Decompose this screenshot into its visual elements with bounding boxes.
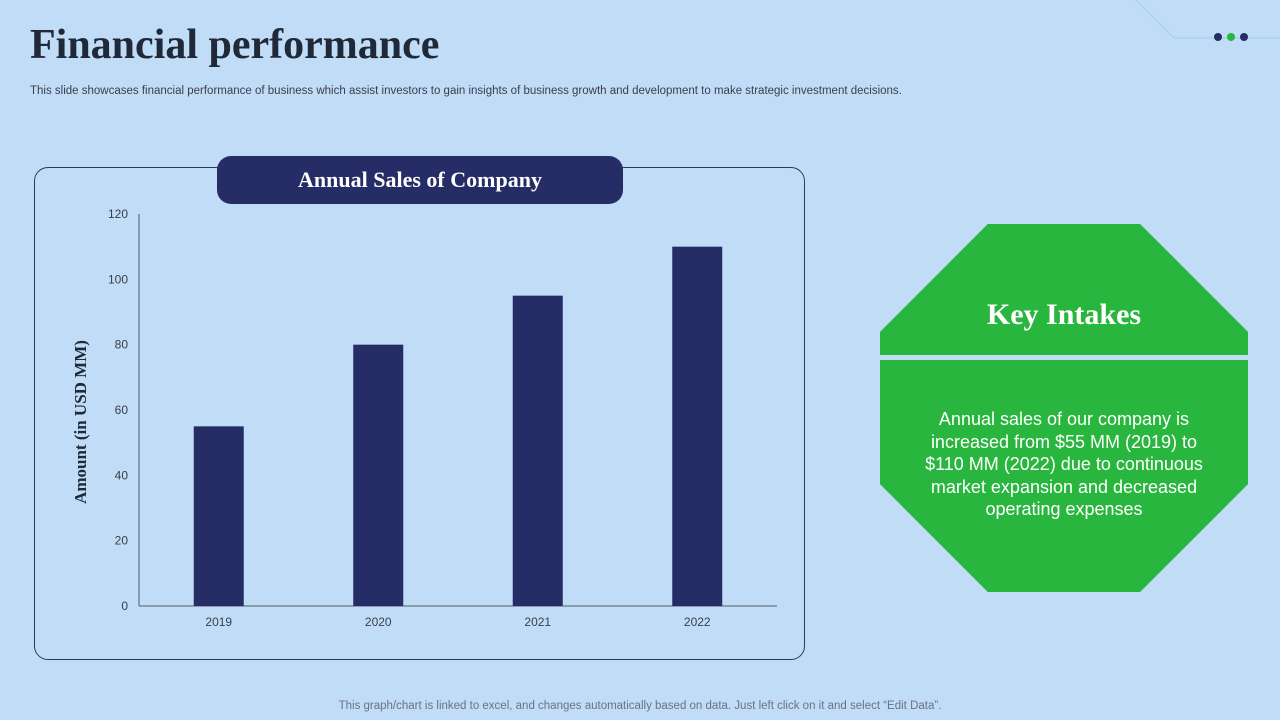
x-tick-label-2019: 2019 <box>205 615 232 629</box>
y-tick-label-0: 0 <box>121 599 128 613</box>
page-subtitle: This slide showcases financial performan… <box>30 85 902 97</box>
decorative-dots <box>1214 33 1248 41</box>
x-tick-label-2022: 2022 <box>684 615 711 629</box>
dot-green-middle <box>1227 33 1235 41</box>
y-tick-label-80: 80 <box>115 338 129 352</box>
dot-navy-left <box>1214 33 1222 41</box>
y-tick-label-40: 40 <box>115 468 129 482</box>
key-intakes-title: Key Intakes <box>986 298 1142 331</box>
y-tick-label-20: 20 <box>115 534 129 548</box>
x-tick-label-2020: 2020 <box>365 615 392 629</box>
bar-2020[interactable] <box>353 344 404 606</box>
y-axis-title: Amount (in USD MM) <box>71 340 90 504</box>
key-intakes-divider <box>880 355 1248 360</box>
bar-2021[interactable] <box>512 295 563 606</box>
footer-note: This graph/chart is linked to excel, and… <box>338 700 942 712</box>
dot-navy-right <box>1240 33 1248 41</box>
y-tick-label-100: 100 <box>108 272 128 286</box>
x-tick-label-2021: 2021 <box>524 615 551 629</box>
key-intakes-panel: Key Intakes Annual sales of our company … <box>880 224 1248 592</box>
bar-2022[interactable] <box>672 246 723 606</box>
page-title: Financial performance <box>30 22 440 68</box>
bar-2019[interactable] <box>193 426 244 606</box>
y-tick-label-120: 120 <box>108 207 128 221</box>
key-intakes-text: Annual sales of our company is increased… <box>925 409 1203 519</box>
chart-title: Annual Sales of Company <box>217 156 623 204</box>
y-tick-label-60: 60 <box>115 403 129 417</box>
